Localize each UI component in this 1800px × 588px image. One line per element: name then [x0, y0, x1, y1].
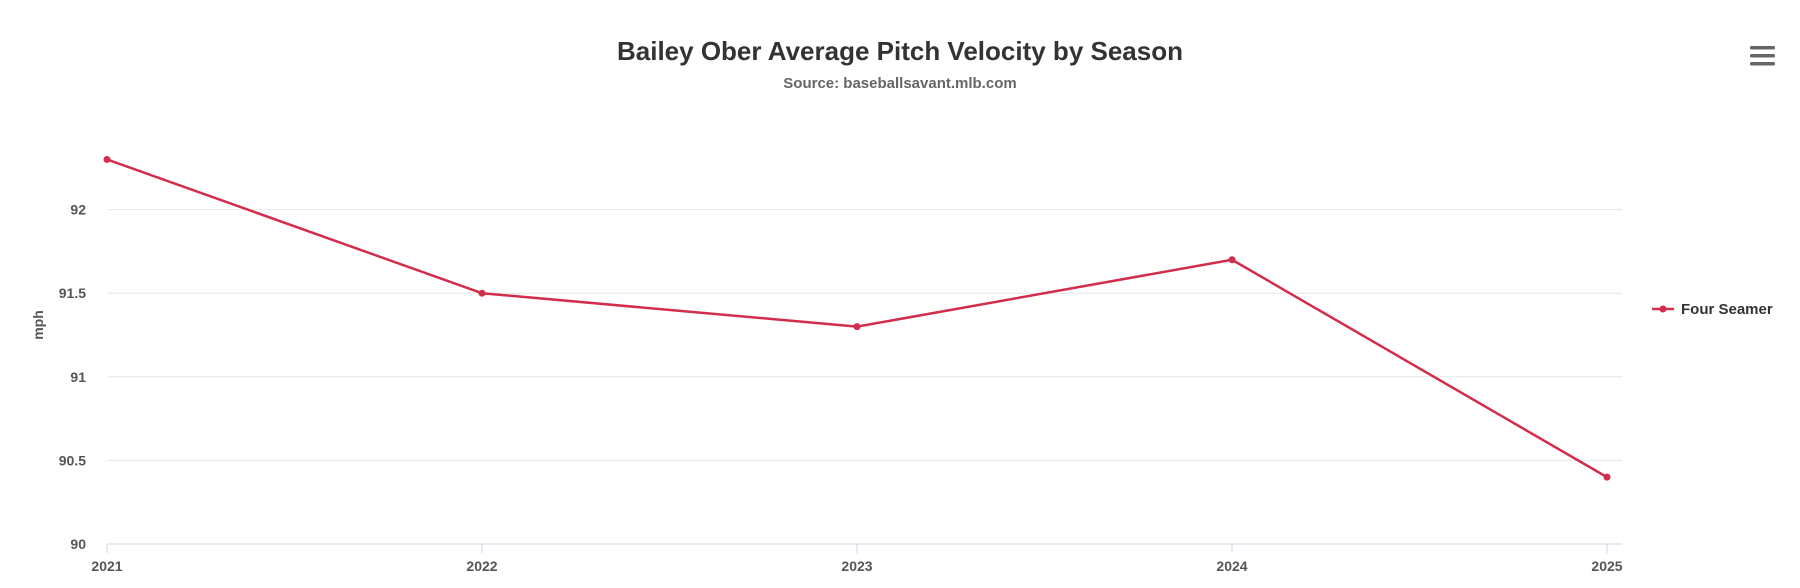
- hamburger-menu-icon[interactable]: [1750, 46, 1775, 66]
- chart-title: Bailey Ober Average Pitch Velocity by Se…: [617, 36, 1183, 66]
- y-axis: 90 90.5 91 91.5 92: [59, 202, 86, 552]
- legend-marker: [1659, 305, 1667, 313]
- x-tick-label: 2024: [1216, 558, 1247, 574]
- legend-item-label[interactable]: Four Seamer: [1681, 301, 1773, 318]
- series-layer: [103, 155, 1611, 481]
- legend[interactable]: Four Seamer: [1652, 301, 1773, 318]
- y-tick-label: 91: [70, 369, 86, 385]
- data-point[interactable]: [478, 289, 486, 297]
- data-point[interactable]: [1228, 256, 1236, 264]
- series-line: [105, 158, 1609, 479]
- x-tick-label: 2022: [466, 558, 497, 574]
- x-tick-label: 2023: [841, 558, 872, 574]
- data-point[interactable]: [103, 155, 111, 163]
- grid-lines: [107, 209, 1622, 461]
- data-point[interactable]: [853, 323, 861, 331]
- y-axis-title: mph: [30, 310, 46, 340]
- x-axis: 2021 2022 2023 2024 2025: [91, 543, 1623, 574]
- y-tick-label: 90.5: [59, 452, 86, 468]
- x-tick-label: 2021: [91, 558, 122, 574]
- y-tick-label: 92: [70, 202, 86, 218]
- x-tick-label: 2025: [1591, 558, 1622, 574]
- data-point[interactable]: [1603, 473, 1611, 481]
- chart-subtitle: Source: baseballsavant.mlb.com: [783, 75, 1016, 92]
- y-tick-label: 90: [70, 536, 86, 552]
- y-tick-label: 91.5: [59, 285, 86, 301]
